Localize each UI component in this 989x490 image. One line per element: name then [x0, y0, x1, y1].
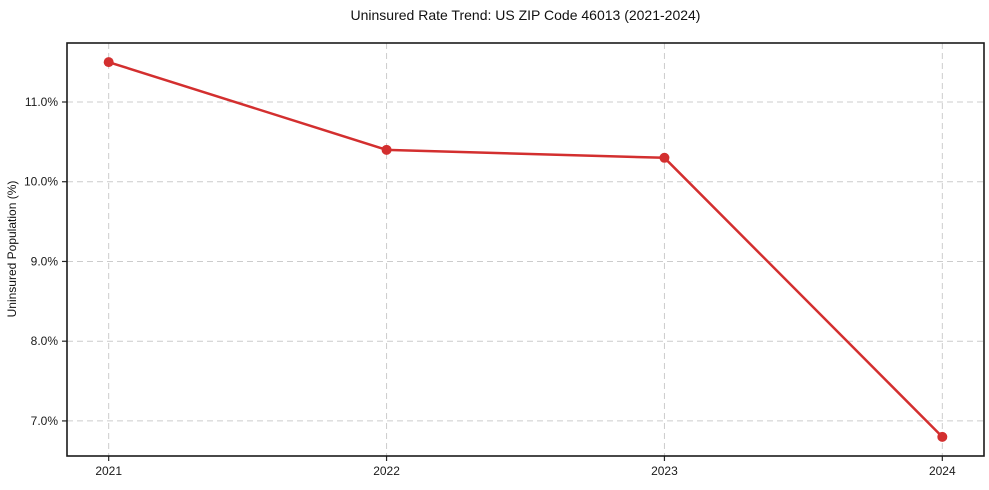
data-point-marker [103, 57, 114, 68]
x-tick-label: 2024 [929, 464, 956, 478]
x-tick-label: 2023 [651, 464, 678, 478]
y-axis-label: Uninsured Population (%) [5, 180, 19, 318]
y-tick-label: 8.0% [31, 334, 59, 348]
axes-frame [66, 42, 985, 457]
x-tick-label: 2022 [373, 464, 400, 478]
y-tick-label: 10.0% [24, 175, 58, 189]
y-tick-label: 7.0% [31, 414, 59, 428]
x-tick-label: 2021 [95, 464, 122, 478]
data-point-marker [659, 152, 670, 163]
y-tick-label: 9.0% [31, 254, 59, 268]
y-tick-label: 11.0% [25, 95, 58, 109]
data-point-marker [937, 431, 948, 442]
chart-title: Uninsured Rate Trend: US ZIP Code 46013 … [350, 7, 701, 23]
trend-line [107, 60, 944, 439]
data-point-marker [381, 144, 392, 155]
